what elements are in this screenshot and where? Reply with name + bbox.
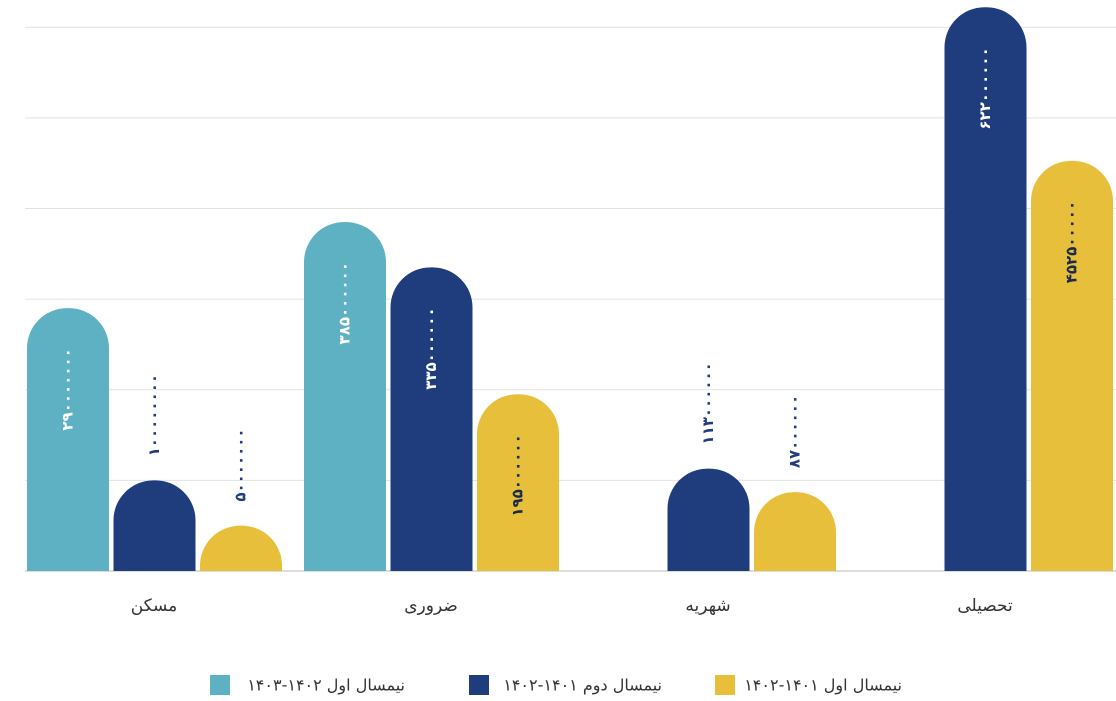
value-label: ۶۲۲۰۰۰۰۰۰ bbox=[976, 47, 994, 129]
value-label: ۲۹۰۰۰۰۰۰۰ bbox=[59, 348, 77, 430]
bar bbox=[304, 222, 386, 572]
x-tick-label: ضروری bbox=[404, 596, 458, 616]
x-tick-label: شهریه bbox=[685, 596, 730, 616]
legend-swatch bbox=[469, 675, 489, 695]
bar bbox=[27, 308, 110, 571]
value-label: ۱۹۵۰۰۰۰۰۰ bbox=[509, 434, 527, 516]
bar bbox=[1031, 160, 1113, 571]
legend-label: نیمسال دوم ۱۴۰۱-۱۴۰۲ bbox=[503, 676, 662, 696]
legend-label: نیمسال اول ۱۴۰۱-۱۴۰۲ bbox=[744, 676, 902, 696]
legend-swatch bbox=[715, 675, 735, 695]
x-tick-label: تحصیلی bbox=[957, 596, 1013, 616]
value-label: ۱۰۰۰۰۰۰۰۰ bbox=[145, 374, 163, 456]
x-tick-label: مسکن bbox=[131, 596, 178, 616]
value-label: ۱۱۳۰۰۰۰۰۰ bbox=[699, 362, 717, 444]
legend-label: نیمسال اول ۱۴۰۲-۱۴۰۳ bbox=[247, 676, 405, 696]
legend-swatch bbox=[210, 675, 230, 695]
value-label: ۴۵۲۵۰۰۰۰۰ bbox=[1063, 201, 1081, 283]
bar bbox=[944, 7, 1027, 571]
bar bbox=[667, 468, 750, 571]
bar bbox=[113, 480, 196, 571]
value-label: ۳۸۵۰۰۰۰۰۰ bbox=[336, 262, 354, 344]
value-label: ۳۳۵۰۰۰۰۰۰ bbox=[422, 307, 440, 389]
bar bbox=[754, 492, 836, 571]
bar bbox=[390, 267, 473, 571]
bar bbox=[200, 525, 282, 571]
value-label: ۵۰۰۰۰۰۰۰ bbox=[232, 428, 250, 501]
bar bbox=[477, 394, 559, 571]
value-label: ۸۷۰۰۰۰۰۰ bbox=[786, 395, 804, 468]
